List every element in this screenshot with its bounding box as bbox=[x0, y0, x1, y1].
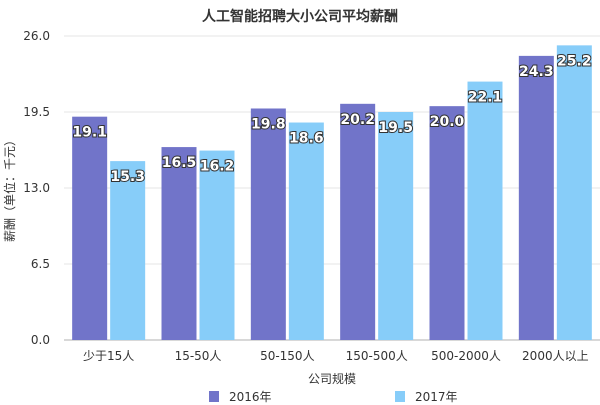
bar-2016 bbox=[340, 103, 376, 340]
bar-2017 bbox=[288, 122, 324, 341]
legend-label: 2017年 bbox=[415, 390, 458, 404]
bar-2016 bbox=[161, 147, 197, 340]
y-tick-label: 6.5 bbox=[31, 257, 50, 271]
bar-2016 bbox=[72, 116, 108, 340]
data-label: 16.2 bbox=[200, 159, 235, 175]
data-label: 20.0 bbox=[430, 114, 465, 130]
bar-2017 bbox=[467, 81, 503, 340]
bar-2016 bbox=[518, 55, 554, 340]
data-label: 19.1 bbox=[72, 125, 107, 141]
x-tick-label: 50-150人 bbox=[260, 349, 315, 363]
y-tick-label: 0.0 bbox=[31, 333, 50, 347]
bar-2017 bbox=[378, 112, 414, 340]
x-tick-label: 500-2000人 bbox=[431, 349, 501, 363]
data-label: 24.3 bbox=[519, 64, 554, 80]
bar-2017 bbox=[556, 45, 592, 340]
y-axis-label: 薪酬（单位：千元） bbox=[2, 134, 17, 242]
data-label: 22.1 bbox=[468, 90, 503, 106]
x-tick-label: 2000人以上 bbox=[522, 349, 589, 363]
data-label: 20.2 bbox=[340, 112, 375, 128]
data-label: 16.5 bbox=[162, 155, 197, 171]
data-label: 18.6 bbox=[289, 131, 324, 147]
data-label: 15.3 bbox=[110, 169, 145, 185]
bar-2016 bbox=[429, 106, 465, 341]
chart-title: 人工智能招聘大小公司平均薪酬 bbox=[202, 9, 398, 25]
bar-2016 bbox=[250, 108, 286, 340]
x-tick-label: 15-50人 bbox=[175, 349, 222, 363]
y-tick-label: 26.0 bbox=[23, 29, 50, 43]
x-tick-label: 150-500人 bbox=[346, 349, 408, 363]
bar-2017 bbox=[199, 150, 235, 340]
y-tick-label: 13.0 bbox=[23, 181, 50, 195]
y-tick-label: 19.5 bbox=[23, 105, 50, 119]
x-axis-label: 公司规模 bbox=[308, 371, 356, 386]
legend-label: 2016年 bbox=[229, 390, 272, 404]
data-label: 19.8 bbox=[251, 116, 286, 132]
data-label: 25.2 bbox=[557, 53, 592, 69]
bar-2017 bbox=[110, 161, 146, 340]
legend-swatch bbox=[209, 391, 219, 402]
data-label: 19.5 bbox=[378, 120, 413, 136]
legend-swatch bbox=[395, 391, 405, 402]
x-tick-label: 少于15人 bbox=[83, 349, 134, 363]
